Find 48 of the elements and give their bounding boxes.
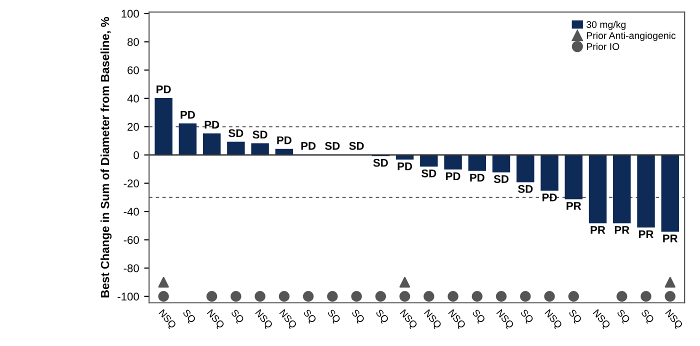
legend-label: Prior Anti-angiogenic <box>586 32 676 41</box>
y-axis-title: Best Change in Sum of Diameter from Baseline, % <box>100 17 112 298</box>
x-tick-label: SQ <box>350 308 366 324</box>
legend-label: Prior IO <box>586 42 620 50</box>
y-tick-label: -60 <box>124 236 139 244</box>
data-label: PR <box>614 226 630 234</box>
data-label: SD <box>518 185 533 193</box>
data-label: PD <box>542 194 557 202</box>
data-label: SD <box>349 142 364 150</box>
y-tick-label: 60 <box>128 66 139 74</box>
data-label: PR <box>566 202 582 210</box>
data-label: PD <box>470 174 484 182</box>
y-tick-label: 20 <box>128 122 139 131</box>
data-label: PR <box>663 234 678 242</box>
data-label: SD <box>494 175 509 183</box>
data-label: PD <box>277 136 292 144</box>
data-label: SD <box>373 158 388 167</box>
x-tick-label: SQ <box>302 308 317 324</box>
y-tick-label: -40 <box>124 208 139 216</box>
y-tick-label: -100 <box>118 292 139 301</box>
legend-label: 30 mg/kg <box>586 20 626 30</box>
data-label: SD <box>422 169 436 178</box>
data-label: PD <box>398 162 412 170</box>
x-tick-label: SQ <box>229 308 244 324</box>
y-tick-label: 100 <box>122 10 139 18</box>
x-tick-label: SQ <box>518 308 534 324</box>
data-label: PD <box>156 86 171 94</box>
data-label: PR <box>639 230 654 238</box>
data-label: PD <box>180 110 195 119</box>
y-tick-label: 40 <box>127 94 139 103</box>
data-label: PD <box>204 120 220 129</box>
y-tick-label: 0 <box>134 151 139 160</box>
x-tick-label: SQ <box>615 308 630 324</box>
data-label: SD <box>252 130 268 139</box>
y-tick-label: 80 <box>128 38 139 46</box>
x-tick-label: SQ <box>639 308 655 324</box>
y-tick-label: -20 <box>124 180 139 188</box>
x-tick-label: SQ <box>567 308 582 324</box>
data-label: PR <box>590 226 606 234</box>
y-tick-label: -80 <box>124 264 139 272</box>
x-tick-label: SQ <box>374 308 390 324</box>
data-label: PD <box>446 172 460 180</box>
x-tick-label: SQ <box>181 308 196 324</box>
data-label: SD <box>325 142 340 150</box>
x-tick-label: SQ <box>326 308 341 324</box>
data-label: SD <box>228 129 244 138</box>
x-tick-label: SQ <box>470 308 486 324</box>
data-label: PD <box>301 142 316 150</box>
